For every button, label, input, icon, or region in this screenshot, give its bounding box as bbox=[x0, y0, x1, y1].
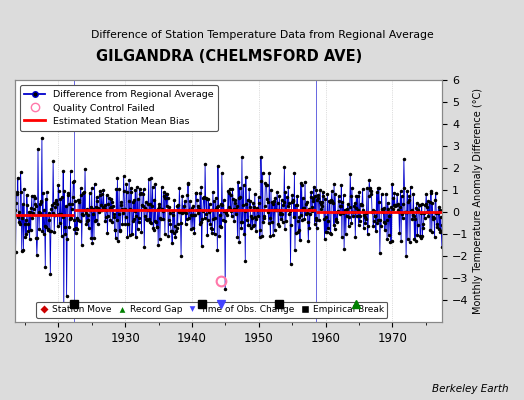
Text: Berkeley Earth: Berkeley Earth bbox=[432, 384, 508, 394]
Legend: Station Move, Record Gap, Time of Obs. Change, Empirical Break: Station Move, Record Gap, Time of Obs. C… bbox=[36, 302, 387, 318]
Y-axis label: Monthly Temperature Anomaly Difference (°C): Monthly Temperature Anomaly Difference (… bbox=[473, 88, 483, 314]
Title: GILGANDRA (CHELMSFORD AVE): GILGANDRA (CHELMSFORD AVE) bbox=[95, 49, 362, 64]
Text: Difference of Station Temperature Data from Regional Average: Difference of Station Temperature Data f… bbox=[91, 30, 433, 40]
